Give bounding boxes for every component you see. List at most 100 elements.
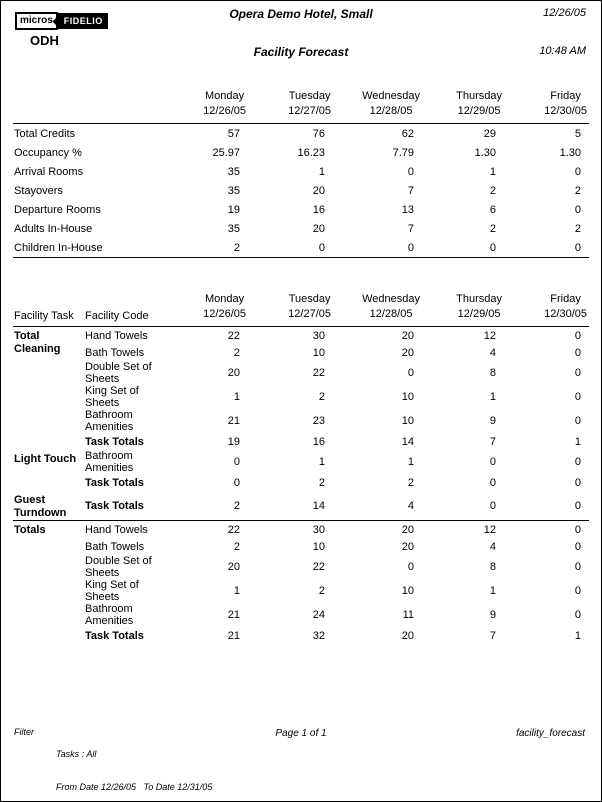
cell-value: 20: [312, 184, 325, 197]
hotel-name: Opera Demo Hotel, Small: [229, 7, 373, 21]
cell-value: 0: [574, 609, 581, 621]
facility-row: Double Set of Sheets 20 22 0 8 0: [13, 555, 589, 579]
cell-value: 0: [574, 391, 581, 403]
cell-value: 22: [163, 520, 248, 538]
facility-code-label: Bath Towels: [85, 540, 145, 553]
cell-value: 8: [489, 367, 496, 379]
cell-value: 19: [227, 203, 240, 216]
facility-row: Bath Towels 2 10 20 4 0: [13, 344, 589, 361]
cell-value: 29: [483, 127, 496, 140]
day-name: Thursday: [456, 293, 502, 305]
facility-code-label: Task Totals: [85, 476, 144, 489]
cell-value: 0: [489, 456, 496, 468]
cell-value: 35: [227, 165, 240, 178]
cell-value: 0: [407, 561, 414, 573]
print-time: 10:48 AM: [539, 45, 586, 57]
cell-value: 4: [407, 499, 414, 512]
day-header-text: Thursday 12/29/05: [456, 89, 502, 119]
day-header-text: Tuesday 12/27/05: [288, 89, 331, 119]
cell-value: 4: [489, 346, 496, 359]
cell-value: 2: [407, 476, 414, 489]
day-header: Monday 12/26/05: [163, 278, 248, 327]
cell-value: 0: [489, 499, 496, 512]
facility-group: Totals Hand Towels 22 30 20 12 0 Bath Towels 2 10…: [13, 520, 589, 644]
cell-value: 0: [233, 476, 240, 489]
cell-value: 0: [489, 476, 496, 489]
day-date: 12/28/05: [369, 308, 413, 320]
cell-value: 14: [401, 435, 414, 448]
cell-value: 76: [312, 127, 325, 140]
facility-code-label: King Set of Sheets: [85, 385, 139, 409]
cell-value: 1: [489, 165, 496, 178]
row-label: Stayovers: [14, 184, 63, 197]
cell-value: 0: [574, 329, 581, 342]
day-name: Tuesday: [288, 90, 331, 102]
facility-row: King Set of Sheets 1 2 10 1 0: [13, 579, 589, 603]
facility-group: Light Touch Bathroom Amenities 0 1 1 0 0 Task T…: [13, 450, 589, 491]
filter-criteria: Tasks : All From Date 12/26/05 To Date 1…: [56, 727, 213, 801]
day-header: Friday 12/30/05: [504, 89, 589, 124]
cell-value: 4: [489, 540, 496, 553]
facility-code-label: Bath Towels: [85, 346, 145, 359]
row-label: Adults In-House: [14, 222, 93, 235]
day-header: Wednesday 12/28/05: [333, 278, 422, 327]
cell-value: 6: [489, 203, 496, 216]
cell-value: 0: [574, 476, 581, 489]
day-header-text: Friday 12/30/05: [544, 89, 587, 119]
cell-value: 0: [407, 367, 414, 379]
facility-header-row: Facility Task Facility Code Monday 12/26/…: [13, 278, 589, 327]
day-name: Wednesday: [362, 90, 420, 102]
cell-value: 10: [312, 540, 325, 553]
facility-task-label: Total Cleaning: [14, 330, 61, 355]
cell-value: 57: [227, 127, 240, 140]
cell-value: 9: [489, 415, 496, 427]
cell-value: 35: [227, 184, 240, 197]
facility-row: Bathroom Amenities 21 24 11 9 0: [13, 603, 589, 627]
filter-date-range-line: From Date 12/26/05 To Date 12/31/05: [56, 782, 213, 792]
day-header: Wednesday 12/28/05: [333, 89, 422, 124]
cell-value: 10: [401, 585, 414, 597]
day-header: Monday 12/26/05: [163, 89, 248, 124]
summary-row: Total Credits 57 76 62 29 5: [13, 124, 589, 144]
summary-row: Arrival Rooms 35 1 0 1 0: [13, 162, 589, 181]
cell-value: 8: [489, 561, 496, 573]
cell-value: 35: [227, 222, 240, 235]
cell-value: 2: [489, 184, 496, 197]
cell-value: 1: [489, 391, 496, 403]
cell-value: 16: [312, 203, 325, 216]
cell-value: 1: [574, 435, 581, 448]
facility-task-label: Guest Turndown: [14, 494, 67, 519]
facility-group: Guest Turndown Task Totals 2 14 4 0 0: [13, 491, 589, 521]
facility-task-label: Totals: [13, 520, 84, 644]
cell-value: 0: [574, 585, 581, 597]
cell-value: 0: [574, 346, 581, 359]
property-code: ODH: [30, 33, 59, 48]
summary-header-row: Monday 12/26/05 Tuesday 12/27/05 Wednesday 12…: [13, 89, 589, 124]
day-header: Thursday 12/29/05: [422, 89, 504, 124]
day-name: Friday: [550, 293, 581, 305]
summary-row: Occupancy % 25.97 16.23 7.79 1.30 1.30: [13, 143, 589, 162]
day-date: 12/30/05: [544, 308, 587, 320]
cell-value: 0: [574, 165, 581, 178]
cell-value: 11: [402, 609, 414, 621]
micros-fidelio-logo: micros FIDELIO: [15, 12, 108, 30]
day-header-text: Wednesday 12/28/05: [362, 89, 420, 119]
facility-code-label: Double Set of Sheets: [85, 555, 152, 579]
cell-value: 32: [312, 629, 325, 642]
cell-value: 25.97: [212, 146, 240, 159]
cell-value: 23: [312, 415, 325, 427]
cell-value: 0: [574, 499, 581, 512]
fidelio-logo-text: FIDELIO: [56, 13, 108, 29]
cell-value: 1.30: [559, 146, 581, 159]
cell-value: 20: [401, 629, 414, 642]
cell-value: 2: [318, 391, 325, 403]
cell-value: 0: [233, 456, 240, 468]
filter-label: Filter: [14, 727, 34, 737]
cell-value: 24: [312, 609, 325, 621]
day-date: 12/28/05: [369, 105, 413, 117]
facility-row: Bathroom Amenities 21 23 10 9 0: [13, 409, 589, 433]
day-name: Wednesday: [362, 293, 420, 305]
facility-code-label: Bathroom Amenities: [85, 450, 134, 474]
summary-row: Adults In-House 35 20 7 2 2: [13, 219, 589, 238]
cell-value: 0: [248, 238, 333, 258]
